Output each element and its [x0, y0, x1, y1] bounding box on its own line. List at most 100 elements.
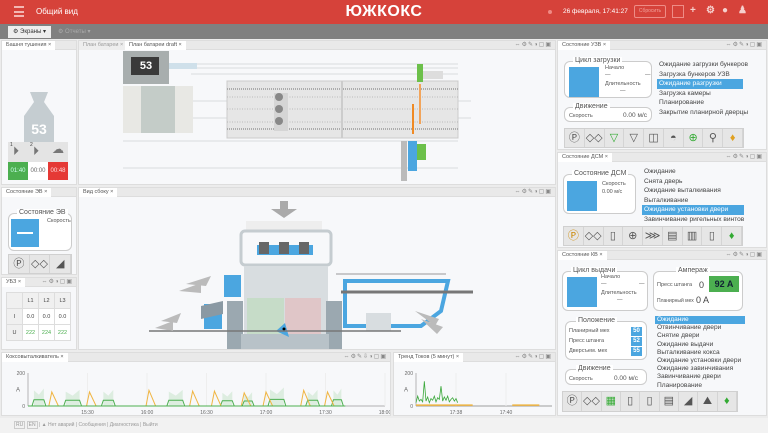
tab-dsm[interactable]: Состояние ДСМ × — [558, 153, 612, 162]
timer-1: 01:40 — [8, 162, 28, 180]
plan-coke-oven-number: 53 — [139, 60, 153, 72]
kv-position-group: Положение Планирный мех 50 Пресс штанга 52… — [565, 317, 647, 360]
dsm-icon-bar: Ⓟ ◇◇ ▯ ⊕ ⋙ ▤ ▥ ▯ ♦ — [563, 226, 743, 246]
move-icon[interactable]: ◇◇ — [584, 227, 604, 245]
tab-side-view[interactable]: Вид сбоку × — [79, 188, 118, 197]
lang-en[interactable]: EN — [26, 421, 38, 429]
messages-link[interactable]: Сообщения — [78, 422, 106, 428]
coke-pile-icon[interactable]: ⛰ — [698, 392, 718, 411]
bunker-icon[interactable]: ▽ — [624, 129, 645, 147]
x-tick-label: 16:30 — [200, 410, 213, 416]
plan-mech-label: Планирный мех — [657, 298, 694, 304]
x-tick-label: 17:00 — [260, 410, 273, 416]
start-1-button[interactable]: 1 ⏵ — [8, 142, 28, 162]
tab-tower[interactable]: Башня тушения × — [2, 41, 56, 50]
ramp-icon[interactable]: ◢ — [50, 255, 72, 273]
tab-current-trend[interactable]: Тренд Токов (5 минут) × — [394, 353, 464, 362]
parking-icon[interactable]: Ⓟ — [563, 392, 583, 411]
location-icon[interactable]: ● — [722, 5, 729, 16]
bunker-vibrate-icon[interactable]: ◫ — [644, 129, 664, 147]
tab-ubz[interactable]: УБЗ × — [2, 278, 26, 287]
screens-menu[interactable]: ⚙ Экраны ▾ — [8, 26, 51, 38]
bowl-icon[interactable]: ◓ — [664, 129, 684, 147]
bunker-active-icon[interactable]: ▽ — [605, 129, 625, 147]
steam-button[interactable]: ☁ — [48, 142, 68, 162]
parking-icon[interactable]: Ⓟ — [565, 129, 585, 147]
panel-tools-icon[interactable]: ⇔⚙✎◑▢▣ — [514, 42, 552, 48]
start-2-button[interactable]: 2 ⏵ — [28, 142, 48, 162]
tab-battery-plan-draft[interactable]: План батареи draft × — [125, 41, 186, 50]
tab-battery-plan[interactable]: План батареи × — [79, 41, 128, 50]
screw-icon[interactable]: ▯ — [640, 392, 660, 411]
panel-tools-icon[interactable]: ⇔⚙✎◑▢▣ — [725, 154, 763, 160]
timer-2: 00:00 — [28, 162, 48, 180]
tab-ev[interactable]: Состояние ЭВ × — [2, 188, 52, 197]
move-icon[interactable]: ◇◇ — [30, 255, 51, 273]
move-icon[interactable]: ◇◇ — [585, 129, 605, 147]
x-tick-label: 17:30 — [319, 410, 332, 416]
tab-uzv[interactable]: Состояние УЗВ × — [558, 41, 611, 50]
green-series-pulse — [219, 400, 235, 407]
ev-group-title: Состояние ЭВ — [17, 209, 68, 216]
door-icon[interactable]: ▯ — [621, 392, 641, 411]
exit-link[interactable]: Выйти — [142, 422, 158, 428]
gear-icon: ⚙ — [58, 29, 66, 35]
position-label: Пресс штанга — [569, 338, 605, 344]
uzv-state-list: Ожидание загрузки бункеров Загрузка бунке… — [657, 60, 749, 118]
panel-tools-icon[interactable]: ⇔⚙✎◑▢▣ — [514, 189, 552, 195]
battery-plan-panel: План батареи × План батареи draft × ⇔⚙✎◑… — [78, 40, 556, 185]
panel-tools-icon[interactable]: ⇔⚙✎⇩◑▢▣ — [343, 354, 387, 360]
parking-icon[interactable]: Ⓟ — [9, 255, 30, 273]
coke-pusher-chart: 0 200 A 15:30 16:00 16:30 17:00 17:30 18:00 — [16, 371, 390, 416]
panel-tools-icon[interactable]: ⇔⚙✎◑▢▣ — [725, 42, 763, 48]
user-icon[interactable]: ♟ — [738, 5, 747, 16]
alarms-link[interactable]: ▲ Нет аварий — [41, 422, 75, 428]
lang-ru[interactable]: RU — [14, 421, 26, 429]
panel-tools-icon[interactable]: ⇔⚙✎◑▢▣ — [725, 252, 763, 258]
y-tick-label: 0 — [22, 404, 25, 410]
gear-icon[interactable]: ⚙ — [706, 5, 715, 16]
state-item: Ожидание — [655, 316, 745, 325]
diagnostics-link[interactable]: Диагностика — [109, 422, 139, 428]
x-tick-label: 17:40 — [500, 410, 513, 416]
ubz-panel: УБЗ × ⇔⚙◑▢▣ L1 L2 L3 I 0.0 0.0 0.0 U 222 224 222 — [1, 277, 77, 350]
current-trend-panel: Тренд Токов (5 минут) × ⇔⚙✎◑▢▣ 0 200 A 17:38… — [393, 352, 556, 416]
panel-tools-icon[interactable]: ⇔⚙✎◑▢▣ — [514, 354, 552, 360]
state-item: Завинчивание ригельных винтов — [644, 215, 745, 223]
parking-icon[interactable]: Ⓟ — [564, 227, 584, 245]
state-item: Загрузка бункеров УЗВ — [659, 70, 730, 78]
ramp-icon[interactable]: ◢ — [679, 392, 699, 411]
frame-icon[interactable]: ▤ — [660, 392, 679, 411]
kv-duration-value: — — [617, 297, 623, 303]
tab-coke-pusher[interactable]: Коксовыталкиватель × — [2, 353, 68, 362]
reports-menu[interactable]: ⚙ Отчеты ▾ — [58, 28, 90, 35]
door-icon[interactable]: ▯ — [604, 227, 624, 245]
position-value: 55 — [631, 347, 642, 356]
location-pin-icon[interactable]: ♦ — [723, 129, 744, 147]
hamburger-menu-icon[interactable] — [14, 6, 24, 17]
position-label: Дверсъем. мех — [569, 348, 608, 354]
reports-label: Отчеты ▾ — [65, 29, 91, 35]
state-item: Ожидание разгрузки — [657, 79, 743, 89]
push-icon[interactable]: ⋙ — [643, 227, 663, 245]
plus-icon[interactable]: + — [690, 5, 696, 16]
reset-button[interactable]: Сбросить — [634, 5, 666, 18]
frame-icon[interactable]: ▤ — [663, 227, 683, 245]
uzv-speed-label: Скорость — [569, 113, 593, 119]
screw-icon[interactable]: ▯ — [702, 227, 723, 245]
move-icon[interactable]: ◇◇ — [582, 392, 602, 411]
tripod-icon[interactable]: ⚲ — [703, 129, 724, 147]
battery-plan-diagram — [123, 51, 471, 181]
plus-circle-icon[interactable]: ⊕ — [623, 227, 644, 245]
orange-series-peak — [86, 390, 97, 407]
steam-icon: ☁ — [52, 142, 64, 156]
load-icon[interactable]: ⊕ — [684, 129, 704, 147]
location-pin-icon[interactable]: ♦ — [722, 227, 743, 245]
panel-tools-icon[interactable]: ⇔⚙◑▢▣ — [41, 279, 73, 285]
state-item: Ожидание загрузки бункеров — [659, 61, 749, 68]
pusher-active-icon[interactable]: ▦ — [602, 392, 621, 411]
tab-kv[interactable]: Состояние КВ × — [558, 251, 607, 260]
layout-button[interactable] — [672, 5, 684, 18]
door-installed-icon[interactable]: ▥ — [683, 227, 703, 245]
location-pin-icon[interactable]: ♦ — [718, 392, 737, 411]
